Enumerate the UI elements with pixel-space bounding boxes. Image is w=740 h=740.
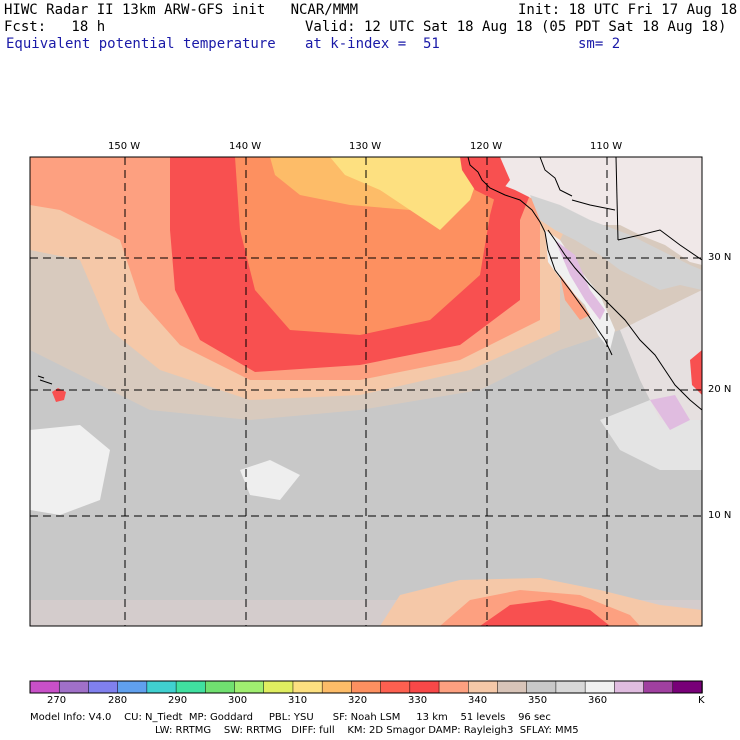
lon-label-150w: 150 W (108, 141, 141, 152)
colorbar-cell (58, 680, 90, 694)
cbar-tick-290: 290 (168, 695, 188, 706)
colorbar-cell (263, 680, 294, 694)
colorbar-cell (497, 680, 528, 694)
cbar-tick-340: 340 (468, 695, 488, 706)
valid-time: Valid: 12 UTC Sat 18 Aug 18 (05 PDT Sat … (305, 19, 727, 35)
cbar-tick-350: 350 (528, 695, 548, 706)
cbar-tick-280: 280 (108, 695, 128, 706)
colorbar-cell (88, 680, 119, 694)
init-time: Init: 18 UTC Fri 17 Aug 18 (518, 2, 738, 18)
colorbar-cell (29, 680, 60, 694)
cbar-tick-320: 320 (348, 695, 368, 706)
title-left: HIWC Radar II 13km ARW-GFS init NCAR/MMM (4, 2, 359, 18)
colorbar-cell (526, 680, 557, 694)
colorbar-cell (117, 680, 148, 694)
coastlines (37, 157, 702, 411)
colorbar-cell (380, 680, 411, 694)
colorbar-cell (234, 680, 265, 694)
cbar-tick-270: 270 (47, 695, 67, 706)
cbar-tick-300: 300 (228, 695, 248, 706)
graticule (30, 157, 702, 626)
colorbar-cell (468, 680, 499, 694)
colorbar-cell (643, 680, 674, 694)
map-frame (29, 156, 703, 627)
field-name: Equivalent potential temperature (6, 36, 276, 52)
colorbar-cell (614, 680, 645, 694)
colorbar-cell (175, 680, 207, 694)
colorbar-cell (205, 680, 236, 694)
lat-label-20n: 20 N (708, 384, 732, 395)
model-info-line2: LW: RRTMG SW: RRTMG DIFF: full KM: 2D Sm… (155, 725, 579, 736)
colorbar-cell (584, 680, 616, 694)
smoothing: sm= 2 (578, 36, 621, 52)
forecast-hour: Fcst: 18 h (4, 19, 106, 35)
k-index: at k-index = 51 (305, 36, 440, 52)
colorbar-cell (672, 680, 703, 694)
cbar-tick-330: 330 (408, 695, 428, 706)
cbar-tick-360: 360 (588, 695, 608, 706)
lon-label-140w: 140 W (229, 141, 262, 152)
cbar-tick-310: 310 (288, 695, 308, 706)
lat-label-30n: 30 N (708, 252, 732, 263)
colorbar-cells (29, 680, 703, 694)
lat-label-10n: 10 N (708, 510, 732, 521)
colorbar-cell (351, 680, 382, 694)
colorbar-cell (292, 680, 323, 694)
colorbar-cell (321, 680, 353, 694)
colorbar-cell (555, 680, 586, 694)
cbar-units: K (698, 695, 705, 706)
colorbar-frame (29, 680, 703, 694)
colorbar-cell (409, 680, 440, 694)
lon-label-120w: 120 W (470, 141, 503, 152)
lon-label-130w: 130 W (349, 141, 382, 152)
model-info-line1: Model Info: V4.0 CU: N_Tiedt MP: Goddard… (30, 712, 551, 723)
colorbar-cell (146, 680, 177, 694)
lon-label-110w: 110 W (590, 141, 623, 152)
colorbar-cell (438, 680, 470, 694)
